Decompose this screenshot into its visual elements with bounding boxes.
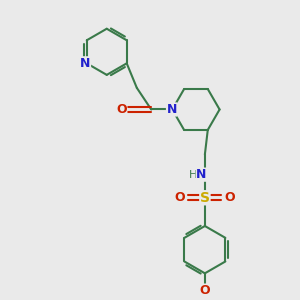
Text: H: H — [189, 170, 197, 180]
Text: S: S — [200, 191, 210, 205]
Text: O: O — [175, 191, 185, 204]
Text: N: N — [167, 103, 177, 116]
Text: O: O — [225, 191, 235, 204]
Text: N: N — [80, 57, 91, 70]
Text: N: N — [196, 168, 207, 181]
Text: O: O — [116, 103, 127, 116]
Text: O: O — [200, 284, 210, 297]
